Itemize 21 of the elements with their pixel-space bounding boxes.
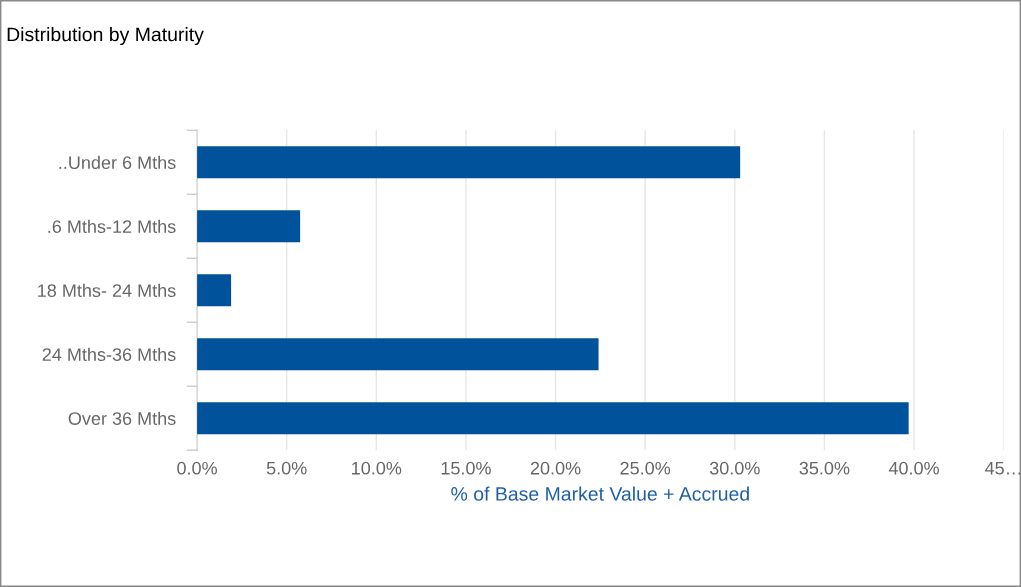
x-tick-label: 20.0% [530,461,581,475]
y-tick-label: ..Under 6 Mths [59,155,176,170]
y-tick-label: 18 Mths- 24 Mths [38,283,176,297]
bar [197,402,909,435]
bar [197,210,301,243]
x-tick-label: 40.0% [888,461,939,475]
bar [197,146,741,179]
x-tick-label: 10.0% [352,461,402,475]
x-tick-label: 30.0% [709,461,760,475]
x-axis-title: % of Base Market Value + Accrued [451,486,749,501]
y-tick-label: Over 36 Mths [68,411,176,425]
x-tick-label: 35.0% [799,461,850,475]
x-tick-label: 15.0% [441,461,491,475]
x-tick-label: 0.0% [177,461,217,475]
y-tick-label: .6 Mths-12 Mths [48,219,176,234]
bar [197,274,232,307]
chart-title: Distribution by Maturity [7,27,204,46]
x-tick-label: 25.0% [620,461,671,475]
y-tick-label: 24 Mths-36 Mths [42,347,176,361]
bar [197,338,599,371]
x-tick-label: 5.0% [266,461,307,475]
